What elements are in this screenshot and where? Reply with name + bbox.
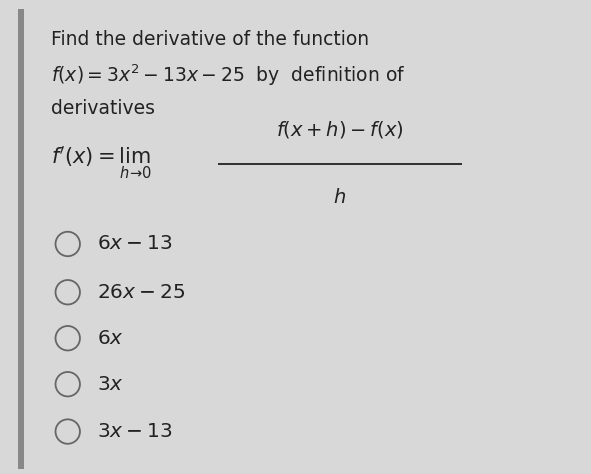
Text: $f'(x) = \lim_{h\to 0}$: $f'(x) = \lim_{h\to 0}$ <box>51 145 152 182</box>
Text: $3x$: $3x$ <box>96 375 124 394</box>
Text: $f(x+h) - f(x)$: $f(x+h) - f(x)$ <box>276 118 404 139</box>
Text: $6x - 13$: $6x - 13$ <box>96 235 172 254</box>
Text: Find the derivative of the function: Find the derivative of the function <box>51 30 369 49</box>
Text: $26x - 25$: $26x - 25$ <box>96 283 184 302</box>
Text: $3x - 13$: $3x - 13$ <box>96 422 172 441</box>
Text: $h$: $h$ <box>333 189 346 208</box>
Text: $f(x) = 3x^2 - 13x - 25$  by  definition of: $f(x) = 3x^2 - 13x - 25$ by definition o… <box>51 63 405 88</box>
FancyBboxPatch shape <box>18 9 24 469</box>
Text: derivatives: derivatives <box>51 99 155 118</box>
Text: $6x$: $6x$ <box>96 329 124 348</box>
